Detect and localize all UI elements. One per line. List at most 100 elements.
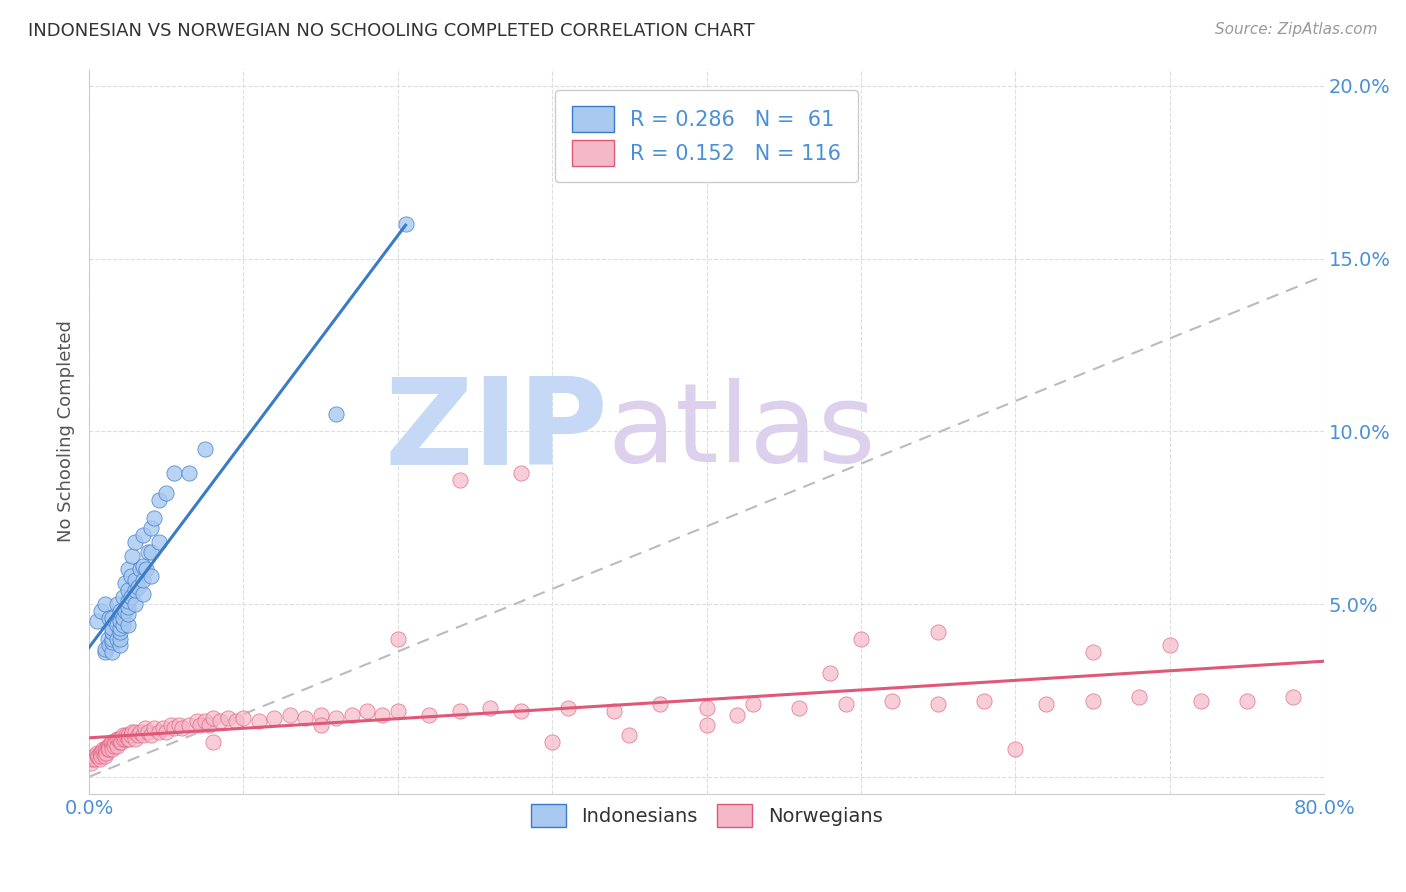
Point	[880, 694, 903, 708]
Point	[87, 749, 110, 764]
Point	[927, 697, 949, 711]
Point	[479, 700, 502, 714]
Point	[179, 466, 201, 480]
Point	[117, 593, 139, 607]
Point	[152, 722, 174, 736]
Point	[93, 742, 115, 756]
Point	[108, 731, 131, 746]
Point	[77, 752, 100, 766]
Point	[100, 735, 122, 749]
Point	[1004, 742, 1026, 756]
Point	[79, 756, 101, 770]
Point	[124, 583, 146, 598]
Point	[103, 739, 125, 753]
Point	[139, 728, 162, 742]
Point	[94, 746, 117, 760]
Point	[98, 639, 121, 653]
Point	[105, 739, 128, 753]
Point	[105, 617, 128, 632]
Point	[209, 714, 232, 729]
Point	[84, 752, 107, 766]
Point	[325, 407, 347, 421]
Point	[101, 739, 124, 753]
Point	[727, 707, 749, 722]
Point	[121, 724, 143, 739]
Point	[117, 607, 139, 622]
Point	[394, 217, 416, 231]
Point	[98, 742, 121, 756]
Point	[132, 573, 155, 587]
Point	[1282, 690, 1305, 705]
Point	[1081, 694, 1104, 708]
Point	[90, 746, 112, 760]
Point	[91, 746, 114, 760]
Point	[225, 714, 247, 729]
Point	[129, 724, 152, 739]
Point	[132, 528, 155, 542]
Point	[142, 510, 165, 524]
Point	[787, 700, 810, 714]
Point	[101, 621, 124, 635]
Point	[148, 724, 170, 739]
Point	[90, 604, 112, 618]
Point	[170, 722, 193, 736]
Point	[1081, 645, 1104, 659]
Point	[557, 700, 579, 714]
Point	[114, 576, 136, 591]
Point	[97, 739, 120, 753]
Point	[117, 600, 139, 615]
Point	[124, 573, 146, 587]
Point	[105, 731, 128, 746]
Point	[86, 749, 108, 764]
Point	[108, 604, 131, 618]
Point	[387, 632, 409, 646]
Point	[118, 731, 141, 746]
Point	[117, 617, 139, 632]
Point	[93, 597, 115, 611]
Point	[198, 718, 221, 732]
Point	[93, 749, 115, 764]
Point	[108, 624, 131, 639]
Point	[93, 746, 115, 760]
Point	[120, 590, 142, 604]
Point	[449, 473, 471, 487]
Point	[117, 583, 139, 598]
Point	[619, 728, 641, 742]
Point	[93, 645, 115, 659]
Point	[139, 521, 162, 535]
Point	[115, 728, 138, 742]
Point	[82, 752, 104, 766]
Point	[104, 735, 127, 749]
Point	[107, 731, 129, 746]
Point	[696, 700, 718, 714]
Point	[93, 642, 115, 657]
Point	[134, 722, 156, 736]
Text: INDONESIAN VS NORWEGIAN NO SCHOOLING COMPLETED CORRELATION CHART: INDONESIAN VS NORWEGIAN NO SCHOOLING COM…	[28, 22, 755, 40]
Point	[117, 731, 139, 746]
Point	[356, 704, 378, 718]
Point	[135, 562, 157, 576]
Point	[217, 711, 239, 725]
Point	[340, 707, 363, 722]
Point	[201, 711, 224, 725]
Point	[163, 722, 186, 736]
Point	[124, 534, 146, 549]
Point	[179, 718, 201, 732]
Point	[834, 697, 856, 711]
Point	[201, 735, 224, 749]
Point	[132, 559, 155, 574]
Point	[94, 742, 117, 756]
Text: ZIP: ZIP	[384, 373, 607, 490]
Point	[309, 707, 332, 722]
Point	[121, 549, 143, 563]
Point	[927, 624, 949, 639]
Point	[108, 735, 131, 749]
Point	[139, 569, 162, 583]
Point	[101, 632, 124, 646]
Point	[112, 731, 135, 746]
Point	[108, 621, 131, 635]
Point	[1189, 694, 1212, 708]
Y-axis label: No Schooling Completed: No Schooling Completed	[58, 320, 75, 542]
Point	[139, 545, 162, 559]
Point	[108, 632, 131, 646]
